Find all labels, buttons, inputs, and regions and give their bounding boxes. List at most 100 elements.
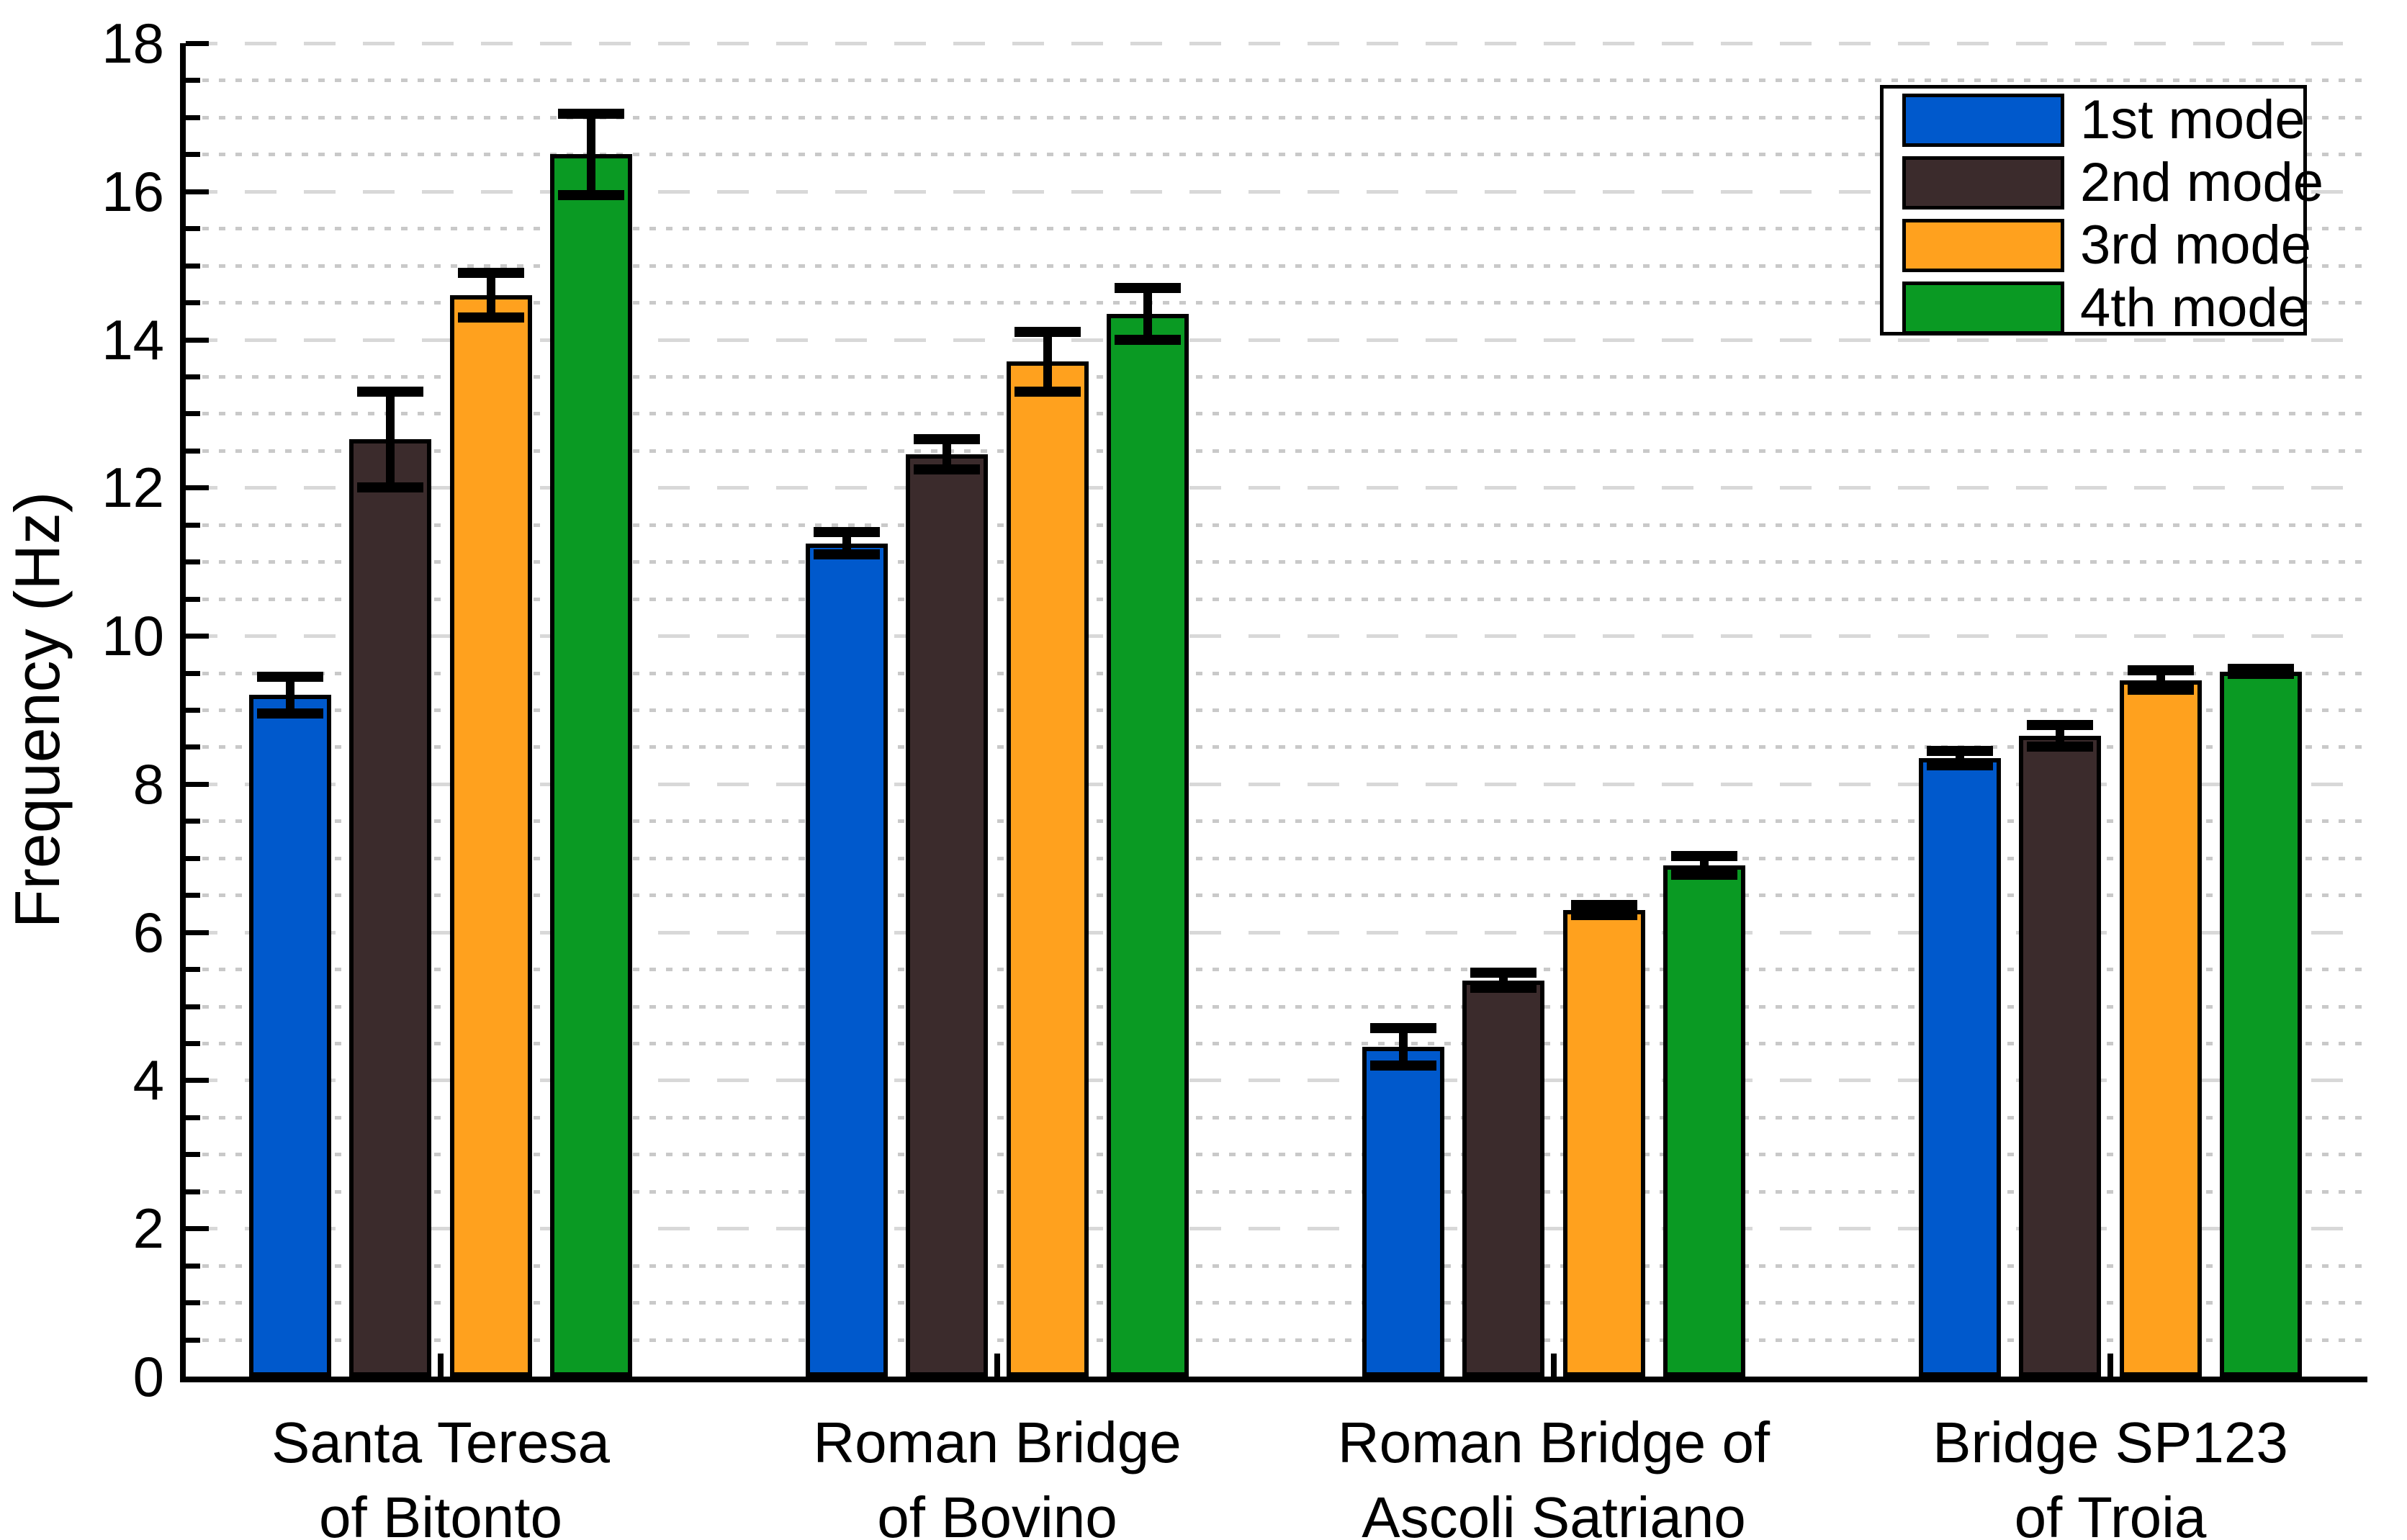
legend-label: 2nd mode: [2080, 152, 2324, 213]
y-tick: [186, 226, 200, 232]
y-axis-line: [180, 43, 186, 1382]
legend-label: 3rd mode: [2080, 215, 2312, 276]
error-bar-cap: [1370, 1060, 1436, 1071]
error-bar-cap: [2228, 668, 2294, 679]
gridline-minor: [186, 1004, 2367, 1009]
y-tick: [186, 263, 200, 269]
y-tick: [186, 1189, 200, 1194]
bar: [906, 454, 988, 1377]
error-bar-cap: [1927, 745, 1993, 756]
y-tick: [186, 744, 200, 750]
error-bar-cap: [1115, 282, 1181, 293]
y-tick: [186, 152, 200, 158]
y-tick: [186, 670, 200, 676]
error-bar-cap: [1571, 910, 1637, 920]
bar: [1462, 980, 1544, 1377]
gridline-minor: [186, 375, 2367, 379]
error-bar-cap: [1671, 850, 1737, 861]
legend-swatch: [1902, 281, 2064, 335]
error-bar-cap: [1470, 968, 1537, 978]
error-bar-cap: [1370, 1023, 1436, 1034]
x-tick: [438, 1354, 444, 1377]
category-label: Roman Bridge of Ascoli Satriano: [1194, 1405, 1914, 1540]
y-tick: [186, 114, 200, 120]
bar: [1362, 1047, 1444, 1377]
error-bar-whisker: [942, 439, 951, 469]
error-bar-cap: [558, 108, 624, 119]
y-tick: [186, 708, 200, 713]
gridline-minor: [186, 412, 2367, 416]
error-bar-cap: [914, 464, 980, 474]
gridline-minor: [186, 153, 2367, 157]
category-label-line: Roman Bridge: [813, 1410, 1182, 1474]
error-bar-cap: [257, 708, 323, 719]
y-tick: [186, 893, 200, 899]
gridline-minor: [186, 264, 2367, 268]
bar: [806, 543, 888, 1377]
gridline-major: [186, 189, 2367, 194]
gridline-minor: [186, 449, 2367, 453]
error-bar-cap: [458, 312, 524, 323]
x-tick: [2107, 1354, 2113, 1377]
error-bar-cap: [2128, 665, 2194, 676]
error-bar-cap: [1671, 870, 1737, 881]
bar: [1663, 865, 1745, 1377]
gridline-minor: [186, 1115, 2367, 1120]
legend-item: 2nd mode: [1884, 151, 2323, 214]
gridline-minor: [186, 671, 2367, 675]
error-bar-whisker: [386, 391, 395, 488]
y-tick-label: 6: [132, 900, 164, 964]
y-tick: [186, 855, 200, 861]
legend-item: 4th mode: [1884, 276, 2308, 339]
y-tick: [186, 522, 200, 528]
category-label-line: Santa Teresa: [271, 1410, 610, 1474]
category-label-line: of Troia: [2014, 1485, 2207, 1540]
error-bar-cap: [1014, 386, 1081, 397]
category-label-line: Roman Bridge of: [1337, 1410, 1771, 1474]
gridline-minor: [186, 708, 2367, 712]
legend: 1st mode 2nd mode 3rd mode 4th mode: [1880, 85, 2323, 339]
error-bar-cap: [914, 434, 980, 445]
error-bar-cap: [2027, 742, 2093, 752]
bar: [349, 439, 431, 1377]
bar: [2120, 680, 2202, 1377]
y-tick: [186, 1226, 209, 1232]
error-bar-whisker: [1043, 332, 1052, 392]
error-bar-cap: [357, 482, 423, 493]
y-tick: [186, 634, 209, 639]
gridline-minor: [186, 1042, 2367, 1045]
y-tick: [186, 596, 200, 602]
y-tick: [186, 1337, 200, 1343]
error-bar-whisker: [1399, 1028, 1408, 1066]
category-label-line: Ascoli Satriano: [1362, 1485, 1746, 1540]
category-label: Bridge SP123 of Troia: [1750, 1405, 2407, 1540]
x-tick: [1551, 1354, 1557, 1377]
y-tick: [186, 448, 200, 454]
error-bar-cap: [257, 671, 323, 682]
y-tick: [186, 300, 200, 306]
y-tick: [186, 781, 209, 787]
plot-area: [180, 41, 2367, 1382]
y-tick: [186, 337, 209, 343]
x-axis-line: [180, 1377, 2367, 1382]
y-tick: [186, 41, 209, 46]
y-tick: [186, 1263, 200, 1269]
error-bar-cap: [814, 549, 880, 559]
category-label: Roman Bridge of Bovino: [637, 1405, 1357, 1540]
y-tick-label: 14: [102, 307, 164, 372]
y-tick-label: 2: [132, 1197, 164, 1261]
gridline-major: [186, 42, 2367, 45]
error-bar-whisker: [842, 532, 851, 554]
y-tick: [186, 967, 200, 973]
gridline-minor: [186, 115, 2367, 120]
error-bar-cap: [2128, 685, 2194, 695]
error-bar-cap: [2027, 719, 2093, 730]
bar: [1563, 909, 1645, 1377]
gridline-major: [186, 782, 2367, 786]
y-tick-label: 18: [102, 12, 164, 75]
gridline-minor: [186, 819, 2367, 824]
gridline-major: [186, 338, 2367, 342]
gridline-minor: [186, 745, 2367, 749]
error-bar-cap: [1014, 327, 1081, 338]
bar: [249, 695, 331, 1377]
